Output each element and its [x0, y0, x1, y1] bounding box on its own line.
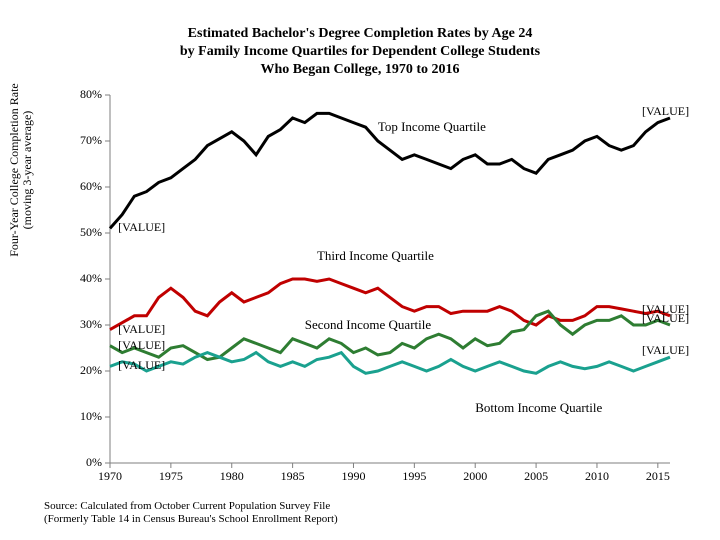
x-tick-label: 1990	[341, 469, 365, 484]
x-tick-label: 2015	[646, 469, 670, 484]
plot-area	[0, 0, 720, 540]
y-tick-label: 10%	[68, 409, 102, 424]
start-value-third: [VALUE]	[118, 322, 165, 337]
y-tick-label: 60%	[68, 179, 102, 194]
y-tick-label: 70%	[68, 133, 102, 148]
start-value-second: [VALUE]	[118, 338, 165, 353]
end-value-second: [VALUE]	[642, 311, 689, 326]
x-tick-label: 2000	[463, 469, 487, 484]
source-line1: Source: Calculated from October Current …	[44, 500, 330, 512]
end-value-bottom: [VALUE]	[642, 343, 689, 358]
x-tick-label: 1970	[98, 469, 122, 484]
line-bottom	[110, 353, 670, 374]
x-tick-label: 2010	[585, 469, 609, 484]
y-tick-label: 0%	[68, 455, 102, 470]
y-tick-label: 30%	[68, 317, 102, 332]
y-tick-label: 20%	[68, 363, 102, 378]
y-tick-label: 50%	[68, 225, 102, 240]
x-tick-label: 2005	[524, 469, 548, 484]
x-tick-label: 1985	[281, 469, 305, 484]
start-value-top: [VALUE]	[118, 220, 165, 235]
series-label-second: Second Income Quartile	[305, 317, 431, 333]
x-tick-label: 1995	[402, 469, 426, 484]
end-value-top: [VALUE]	[642, 104, 689, 119]
chart-container: Estimated Bachelor's Degree Completion R…	[0, 0, 720, 540]
source-note: Source: Calculated from October Current …	[44, 500, 338, 526]
series-label-bottom: Bottom Income Quartile	[475, 400, 602, 416]
x-tick-label: 1975	[159, 469, 183, 484]
start-value-bottom: [VALUE]	[118, 358, 165, 373]
source-line2: (Formerly Table 14 in Census Bureau's Sc…	[44, 513, 338, 525]
series-label-third: Third Income Quartile	[317, 248, 434, 264]
series-label-top: Top Income Quartile	[378, 119, 486, 135]
y-tick-label: 80%	[68, 87, 102, 102]
y-tick-label: 40%	[68, 271, 102, 286]
x-tick-label: 1980	[220, 469, 244, 484]
